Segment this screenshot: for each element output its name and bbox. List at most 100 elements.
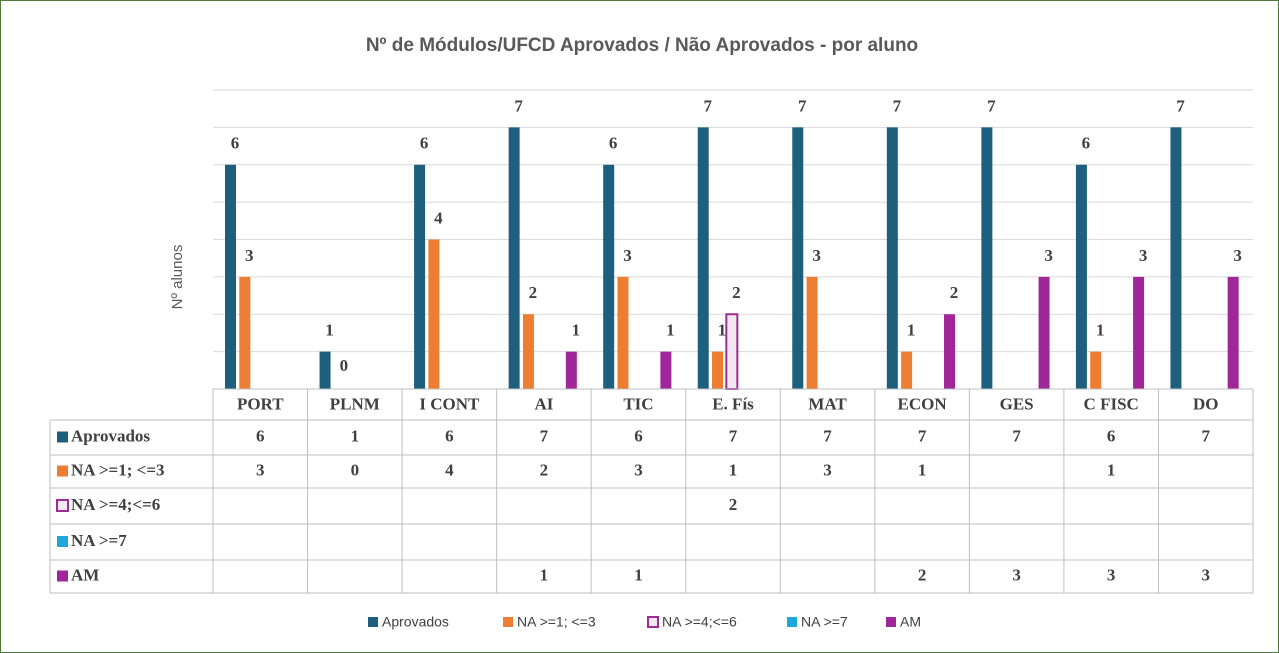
data-label: 7 [987, 96, 996, 115]
bar [1227, 276, 1239, 389]
legend-label: NA >=7 [801, 614, 848, 630]
table-row-label: NA >=1; <=3 [71, 460, 165, 479]
table-row-label: NA >=4;<=6 [71, 495, 160, 514]
x-tick-label: PLNM [330, 394, 380, 413]
legend-key [647, 616, 659, 628]
bar [1075, 164, 1087, 389]
table-row-label: AM [71, 565, 99, 584]
bar [1090, 351, 1102, 389]
bar [944, 314, 956, 389]
table-cell: 3 [823, 460, 832, 479]
bar [712, 351, 724, 389]
legend-key [787, 617, 797, 627]
bar [1133, 276, 1145, 389]
table-cell: 7 [1012, 426, 1021, 445]
table-cell: 6 [634, 426, 643, 445]
bar [901, 351, 913, 389]
x-tick-label: ECON [898, 394, 948, 413]
table-cell: 6 [1107, 426, 1116, 445]
data-label: 6 [1082, 134, 1091, 153]
table-cell: 3 [1201, 565, 1210, 584]
legend-label: NA >=1; <=3 [517, 614, 596, 630]
y-axis-label: Nº alunos [169, 245, 186, 310]
data-label: 6 [420, 134, 429, 153]
table-cell: 7 [1201, 426, 1210, 445]
legend-label: NA >=4;<=6 [662, 614, 737, 630]
x-tick-label: TIC [623, 394, 653, 413]
data-label: 1 [1096, 321, 1105, 340]
table-legend-key [57, 431, 68, 443]
bar [603, 164, 615, 389]
legend-label: Aprovados [382, 614, 449, 630]
bar [617, 276, 629, 389]
x-tick-label: C FISC [1084, 394, 1139, 413]
data-label: 1 [666, 321, 675, 340]
x-tick-label: MAT [808, 394, 847, 413]
table-cell: 6 [445, 426, 454, 445]
bar [239, 276, 251, 389]
table-cell: 7 [540, 426, 549, 445]
data-label: 6 [609, 134, 618, 153]
data-label: 1 [572, 321, 581, 340]
table-cell: 7 [823, 426, 832, 445]
table-row-label: Aprovados [71, 426, 150, 445]
x-tick-label: AI [534, 394, 553, 413]
data-label: 3 [623, 246, 632, 265]
data-label: 0 [340, 356, 349, 375]
table-cell: 7 [918, 426, 927, 445]
data-label: 7 [514, 96, 523, 115]
table-cell: 1 [634, 565, 643, 584]
data-label: 6 [231, 134, 240, 153]
chart-title: Nº de Módulos/UFCD Aprovados / Não Aprov… [366, 35, 918, 56]
data-label: 7 [893, 96, 902, 115]
bar [697, 127, 709, 389]
x-tick-label: E. Fís [712, 394, 754, 413]
data-label: 4 [434, 208, 443, 227]
data-label: 2 [950, 283, 959, 302]
bar [319, 351, 331, 389]
x-tick-label: PORT [237, 394, 284, 413]
table-cell: 0 [351, 460, 360, 479]
bar [1038, 276, 1050, 389]
bar [522, 314, 534, 389]
data-label: 3 [1233, 246, 1242, 265]
table-legend-key [57, 570, 68, 582]
data-label: 3 [245, 246, 254, 265]
bar [225, 164, 236, 389]
data-label: 3 [1139, 246, 1148, 265]
table-cell: 4 [445, 460, 454, 479]
data-label: 7 [798, 96, 807, 115]
x-tick-label: I CONT [419, 394, 480, 413]
table-cell: 3 [1012, 565, 1021, 584]
table-cell: 3 [634, 460, 643, 479]
table-cell: 3 [1107, 565, 1116, 584]
bar [981, 127, 993, 389]
data-label: 1 [325, 321, 334, 340]
data-label: 3 [812, 246, 821, 265]
data-label: 3 [1044, 246, 1053, 265]
data-label: 2 [732, 283, 741, 302]
table-cell: 1 [918, 460, 927, 479]
table-cell: 2 [918, 565, 927, 584]
bar [806, 276, 818, 389]
table-cell: 1 [729, 460, 738, 479]
table-legend-key [57, 465, 68, 477]
bar [660, 351, 672, 389]
table-cell: 2 [540, 460, 549, 479]
bar [886, 127, 898, 389]
x-tick-label: DO [1193, 394, 1219, 413]
bar [1170, 127, 1182, 389]
table-cell: 2 [729, 495, 738, 514]
bar [725, 313, 739, 390]
data-label: 1 [907, 321, 916, 340]
table-legend-key [57, 536, 68, 547]
bar [565, 351, 577, 389]
data-label: 1 [718, 321, 727, 340]
data-label: 2 [529, 283, 538, 302]
legend-label: AM [900, 614, 921, 630]
legend-key [886, 617, 896, 627]
bar [508, 127, 520, 389]
table-row-label: NA >=7 [71, 531, 127, 550]
legend-key [503, 617, 513, 627]
